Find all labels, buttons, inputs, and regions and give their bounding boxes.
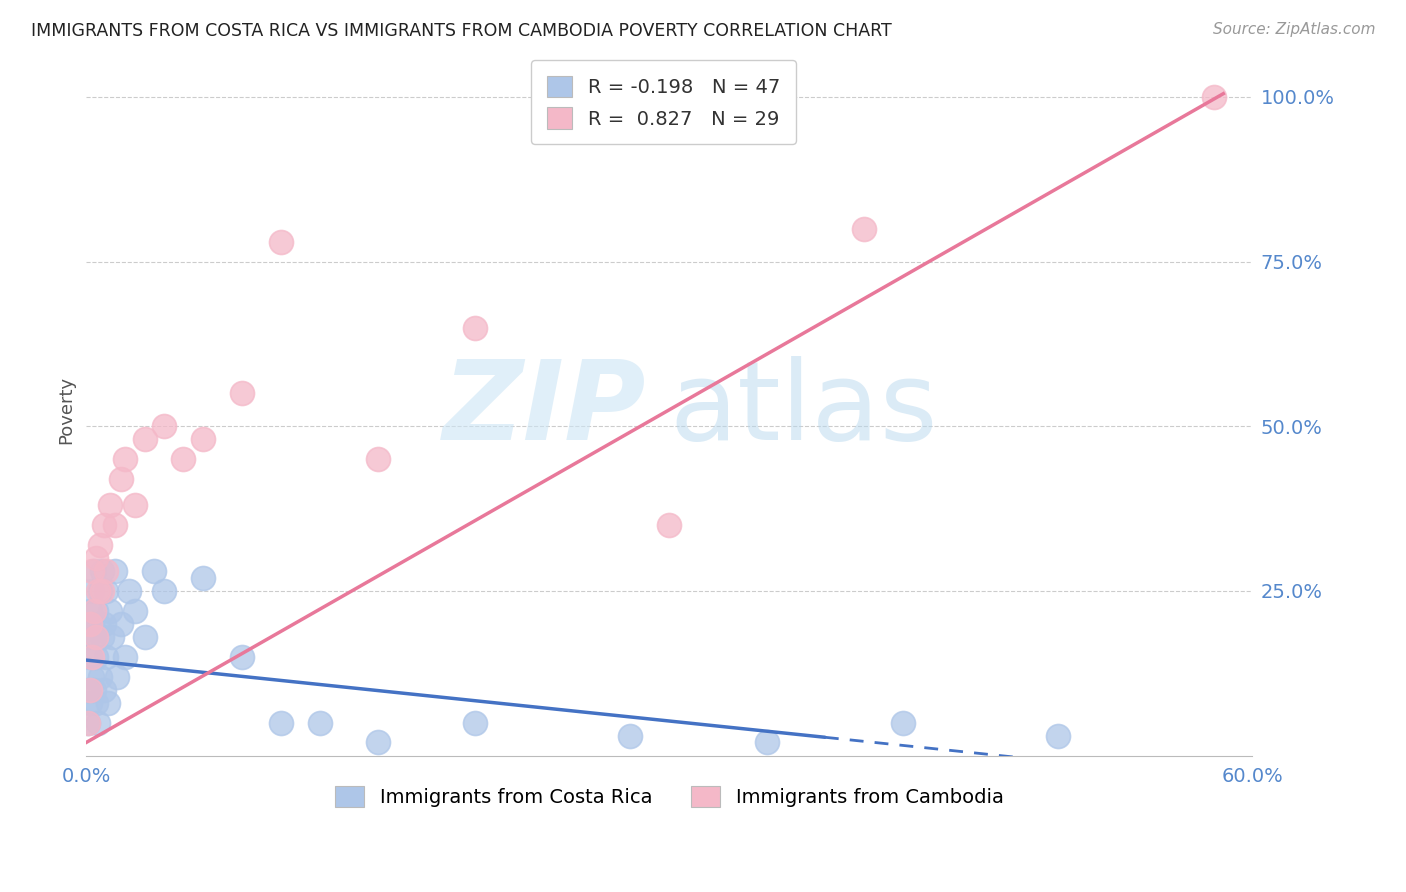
Point [124,604,146,618]
Point [464,715,486,730]
Point [172,452,194,467]
Point [367,735,389,749]
Point [755,735,778,749]
Point [84,649,107,664]
Point [110,472,132,486]
Point [89,669,111,683]
Point [84,604,107,618]
Point [93,518,115,533]
Y-axis label: Poverty: Poverty [58,376,75,444]
Point [100,630,122,644]
Point [94,649,117,664]
Point [79,649,101,664]
Point [82,649,104,664]
Point [87,616,110,631]
Point [84,551,107,566]
Point [105,669,128,683]
Point [97,696,120,710]
Point [83,630,105,644]
Point [619,729,641,743]
Point [87,715,110,730]
Point [367,452,389,467]
Point [84,630,107,644]
Point [1047,729,1070,743]
Point [464,320,486,334]
Point [94,583,117,598]
Point [82,616,104,631]
Point [90,583,112,598]
Point [110,616,132,631]
Point [118,583,141,598]
Point [231,386,253,401]
Point [153,419,176,434]
Point [79,696,101,710]
Point [87,583,110,598]
Point [82,583,104,598]
Point [658,518,681,533]
Text: ZIP: ZIP [443,356,645,463]
Point [77,715,100,730]
Point [124,499,146,513]
Point [231,649,253,664]
Point [93,616,115,631]
Point [82,564,104,578]
Point [153,583,176,598]
Point [891,715,914,730]
Point [82,669,104,683]
Point [270,235,292,249]
Point [1202,90,1225,104]
Text: atlas: atlas [669,356,938,463]
Point [77,715,100,730]
Text: IMMIGRANTS FROM COSTA RICA VS IMMIGRANTS FROM CAMBODIA POVERTY CORRELATION CHART: IMMIGRANTS FROM COSTA RICA VS IMMIGRANTS… [31,22,891,40]
Point [191,433,214,447]
Point [84,696,107,710]
Point [90,630,112,644]
Point [94,564,117,578]
Point [143,564,166,578]
Point [79,616,101,631]
Point [83,604,105,618]
Point [93,682,115,697]
Point [134,630,156,644]
Point [104,518,127,533]
Point [98,499,121,513]
Text: Source: ZipAtlas.com: Source: ZipAtlas.com [1212,22,1375,37]
Point [79,604,101,618]
Point [114,649,136,664]
Point [83,564,105,578]
Point [104,564,127,578]
Point [852,221,875,235]
Point [77,630,100,644]
Point [83,682,105,697]
Point [191,571,214,585]
Point [270,715,292,730]
Legend: Immigrants from Costa Rica, Immigrants from Cambodia: Immigrants from Costa Rica, Immigrants f… [328,779,1011,815]
Point [114,452,136,467]
Point [98,604,121,618]
Point [79,682,101,697]
Point [308,715,330,730]
Point [77,682,100,697]
Point [90,564,112,578]
Point [89,583,111,598]
Point [89,538,111,552]
Point [134,433,156,447]
